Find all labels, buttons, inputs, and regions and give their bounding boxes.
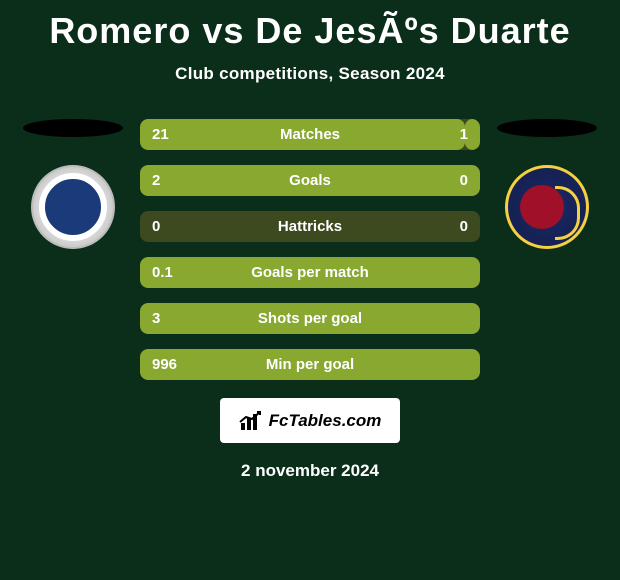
stat-label: Shots per goal <box>258 310 362 327</box>
page-title: Romero vs De JesÃºs Duarte <box>0 0 620 52</box>
stat-value-left: 0.1 <box>152 264 173 281</box>
footer-brand: FcTables.com <box>220 398 400 443</box>
stat-track: 0.1 Goals per match <box>140 257 480 288</box>
stat-value-right: 1 <box>460 126 468 143</box>
stat-row: 996 Min per goal <box>140 349 480 380</box>
club-badge-right <box>505 165 589 249</box>
footer-brand-text: FcTables.com <box>269 411 382 431</box>
subtitle: Club competitions, Season 2024 <box>0 64 620 84</box>
stat-row: 0 Hattricks 0 <box>140 211 480 242</box>
date-text: 2 november 2024 <box>0 461 620 481</box>
stat-value-left: 996 <box>152 356 177 373</box>
stat-value-left: 21 <box>152 126 169 143</box>
stat-row: 3 Shots per goal <box>140 303 480 334</box>
comparison-content: 21 Matches 1 2 Goals 0 0 Hattricks 0 0.1 Goals per… <box>0 119 620 380</box>
player-shadow-right <box>497 119 597 137</box>
stat-track: 3 Shots per goal <box>140 303 480 334</box>
stat-track: 996 Min per goal <box>140 349 480 380</box>
stat-label: Hattricks <box>278 218 342 235</box>
stat-label: Goals per match <box>251 264 369 281</box>
stat-row: 2 Goals 0 <box>140 165 480 196</box>
stat-label: Goals <box>289 172 331 189</box>
stat-row: 21 Matches 1 <box>140 119 480 150</box>
left-team-column <box>18 119 128 249</box>
stat-row: 0.1 Goals per match <box>140 257 480 288</box>
player-shadow-left <box>23 119 123 137</box>
stat-track: 2 Goals 0 <box>140 165 480 196</box>
stats-bars: 21 Matches 1 2 Goals 0 0 Hattricks 0 0.1 Goals per… <box>140 119 480 380</box>
stat-track: 0 Hattricks 0 <box>140 211 480 242</box>
stat-value-right: 0 <box>460 218 468 235</box>
stat-value-left: 0 <box>152 218 160 235</box>
stat-track: 21 Matches 1 <box>140 119 480 150</box>
stat-value-left: 3 <box>152 310 160 327</box>
chart-icon <box>239 411 265 431</box>
right-team-column <box>492 119 602 249</box>
stat-value-left: 2 <box>152 172 160 189</box>
club-badge-left <box>31 165 115 249</box>
stat-label: Matches <box>280 126 340 143</box>
stat-label: Min per goal <box>266 356 354 373</box>
stat-value-right: 0 <box>460 172 468 189</box>
